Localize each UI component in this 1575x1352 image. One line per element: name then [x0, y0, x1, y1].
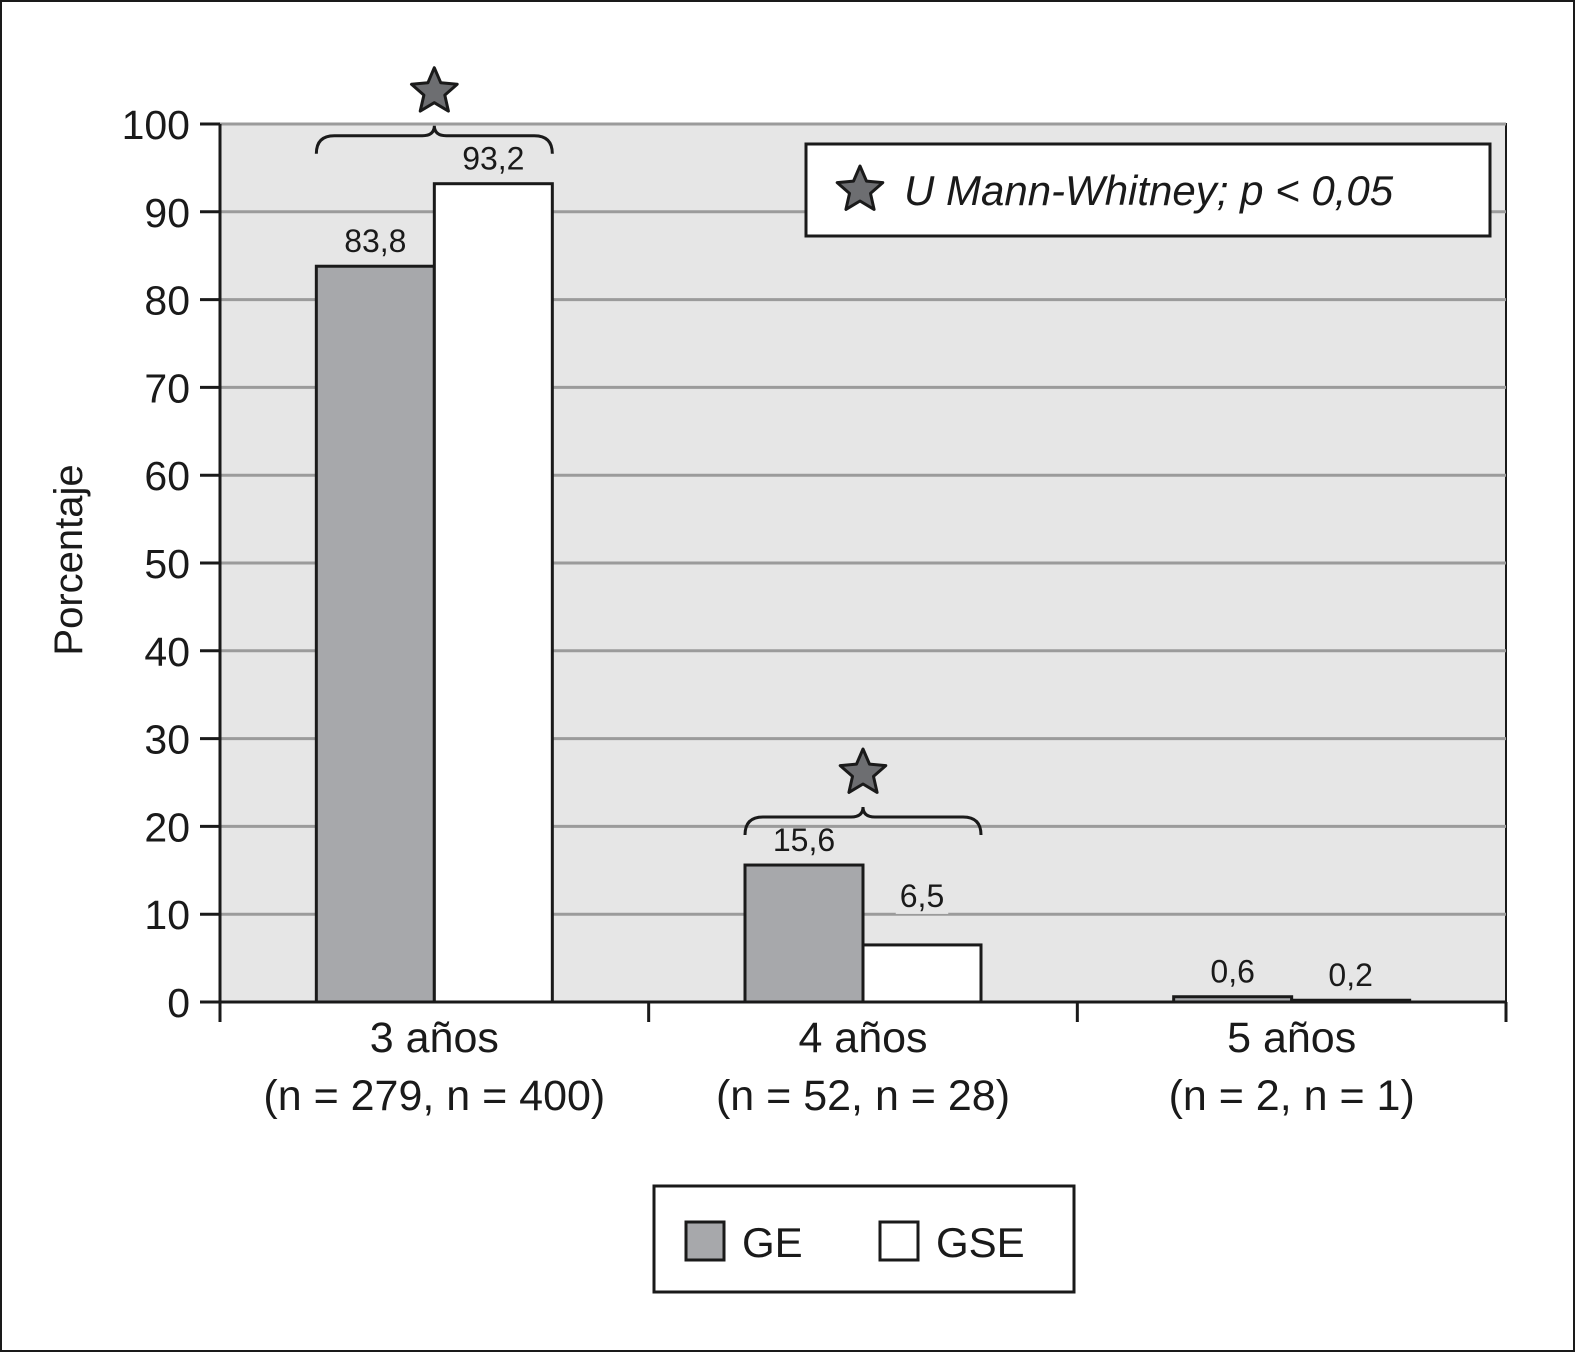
data-label-ge-0: 83,8 — [344, 223, 406, 259]
significance-brace-1 — [743, 806, 983, 836]
bars — [314, 182, 1412, 1004]
y-tick-label: 20 — [144, 804, 190, 850]
y-axis-label: Porcentaje — [47, 464, 91, 655]
y-axis-ticks: 0 10 20 30 40 50 60 70 80 90 100 — [122, 102, 222, 1026]
y-tick-label: 10 — [144, 892, 190, 938]
legend-label-ge: GE — [742, 1219, 803, 1266]
star-icon — [410, 66, 459, 113]
data-label-gse-2: 0,2 — [1328, 957, 1372, 993]
y-tick-label: 100 — [122, 102, 190, 148]
x-tick-sublabel: (n = 279, n = 400) — [263, 1072, 605, 1120]
annotation-box: U Mann-Whitney; p < 0,05 — [804, 142, 1492, 238]
annotation-text: U Mann-Whitney; p < 0,05 — [904, 167, 1394, 214]
star-icon — [835, 164, 885, 211]
x-axis: 3 años (n = 279, n = 400) 4 años (n = 52, n… — [218, 1000, 1508, 1120]
x-tick-label: 3 años — [370, 1014, 499, 1062]
y-tick-label: 80 — [144, 278, 190, 324]
x-tick-sublabel: (n = 2, n = 1) — [1169, 1072, 1415, 1120]
y-tick-label: 30 — [144, 717, 190, 763]
x-tick-sublabel: (n = 52, n = 28) — [716, 1072, 1010, 1120]
data-label-ge-1: 15,6 — [773, 822, 835, 858]
y-tick-label: 50 — [144, 541, 190, 587]
y-tick-label: 40 — [144, 629, 190, 675]
bar-ge-1 — [743, 863, 865, 1004]
data-label-gse-1: 6,5 — [900, 878, 944, 914]
x-tick-label: 5 años — [1227, 1014, 1356, 1062]
y-tick-label: 70 — [144, 365, 190, 411]
legend-label-gse: GSE — [936, 1219, 1025, 1266]
star-shape — [835, 164, 885, 211]
bar-gse-0 — [432, 182, 554, 1004]
significance-brackets — [314, 66, 983, 836]
data-labels: 83,8 93,2 15,6 6,5 0,6 0,2 — [344, 141, 1373, 994]
data-label-ge-2: 0,6 — [1210, 954, 1254, 990]
x-tick-label: 4 años — [798, 1014, 927, 1062]
bar-gse-1 — [861, 943, 983, 1004]
legend-swatch-gse — [878, 1220, 920, 1262]
legend-swatch-ge — [684, 1220, 726, 1262]
bar-ge-0 — [314, 264, 436, 1004]
data-label-backing — [895, 877, 949, 914]
legend: GE GSE — [652, 1184, 1076, 1294]
y-tick-label: 60 — [144, 453, 190, 499]
significance-brace-0 — [314, 125, 554, 154]
star-icon — [838, 747, 888, 794]
y-tick-label: 0 — [167, 980, 190, 1026]
y-tick-label: 90 — [144, 190, 190, 236]
data-label-gse-0: 93,2 — [462, 141, 524, 177]
